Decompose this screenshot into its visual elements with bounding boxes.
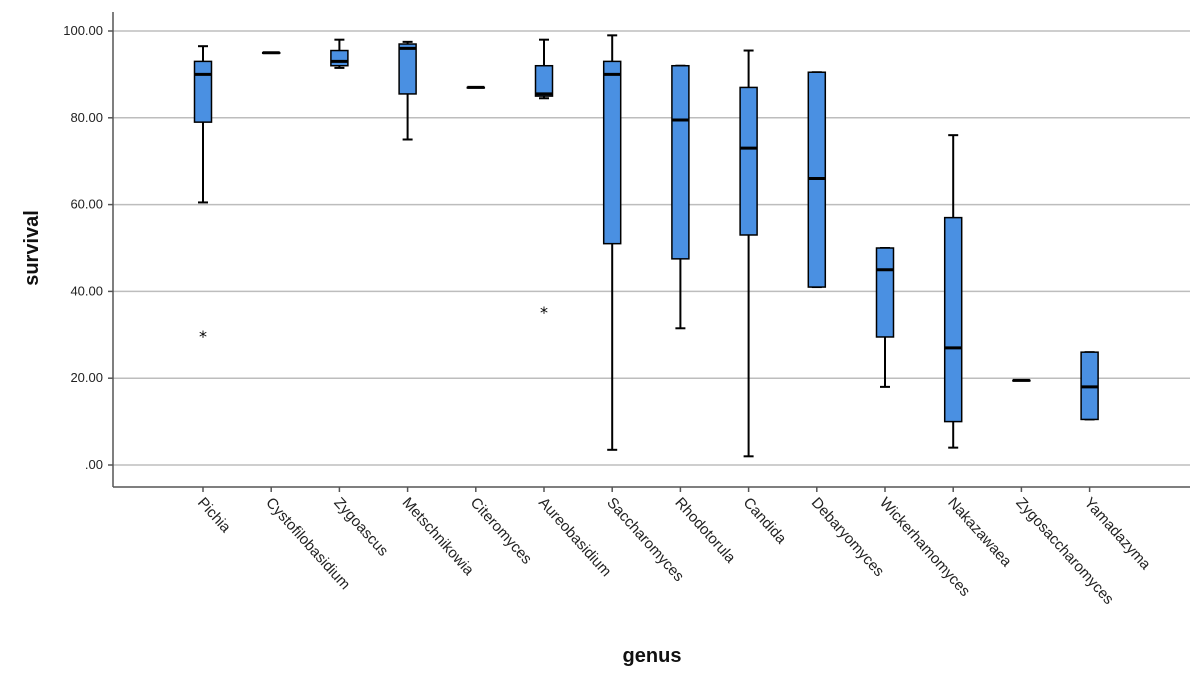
box-iqr bbox=[330, 49, 349, 67]
box-group bbox=[261, 51, 281, 55]
box-iqr bbox=[671, 64, 690, 260]
y-axis-ticks: .00 20.00 40.00 60.00 80.00 100.00 bbox=[63, 23, 113, 472]
y-tick-label: 80.00 bbox=[70, 110, 103, 125]
x-tick-label: Zygoascus bbox=[330, 494, 391, 559]
box-iqr bbox=[943, 216, 963, 423]
box-group bbox=[875, 247, 895, 388]
x-tick-label: Metschnikowia bbox=[399, 494, 478, 579]
box-group bbox=[398, 40, 417, 141]
y-axis-title: survival bbox=[21, 210, 43, 286]
box-iqr bbox=[602, 60, 622, 245]
box-group bbox=[466, 85, 486, 89]
box-iqr bbox=[739, 86, 758, 236]
x-tick-label: Citeromyces bbox=[467, 494, 535, 567]
box-group: * bbox=[534, 38, 554, 322]
box-iqr bbox=[534, 64, 554, 97]
y-tick-label: 40.00 bbox=[70, 283, 103, 298]
box-group bbox=[671, 64, 690, 330]
box-iqr bbox=[398, 43, 417, 95]
box-group bbox=[943, 134, 963, 449]
box-group bbox=[807, 71, 827, 289]
box-iqr bbox=[193, 60, 213, 123]
box-group bbox=[1080, 351, 1099, 421]
box-group bbox=[330, 38, 349, 69]
grid-layer bbox=[113, 30, 1190, 466]
y-tick-label: .00 bbox=[85, 457, 103, 472]
x-tick-label: Rhodotorula bbox=[671, 494, 739, 567]
boxes-layer: ** bbox=[193, 34, 1099, 458]
x-tick-label: Pichia bbox=[194, 494, 234, 536]
x-tick-label: Debaryomyces bbox=[808, 494, 888, 580]
x-tick-label: Yamadazyma bbox=[1081, 494, 1155, 573]
box-group bbox=[602, 34, 622, 451]
outlier-marker: * bbox=[540, 303, 548, 322]
y-tick-label: 20.00 bbox=[70, 370, 103, 385]
box-group bbox=[739, 49, 758, 458]
x-tick-label: Nakazawaea bbox=[944, 494, 1015, 570]
box-group: * bbox=[193, 45, 213, 346]
x-tick-label: Candida bbox=[740, 494, 790, 547]
y-tick-label: 60.00 bbox=[70, 197, 103, 212]
box-iqr bbox=[875, 247, 895, 338]
x-axis-title: genus bbox=[623, 645, 682, 667]
box-group bbox=[1012, 378, 1031, 382]
outlier-marker: * bbox=[199, 327, 207, 346]
x-tick-label: Aureobasidium bbox=[535, 494, 615, 580]
y-tick-label: 100.00 bbox=[63, 23, 103, 38]
